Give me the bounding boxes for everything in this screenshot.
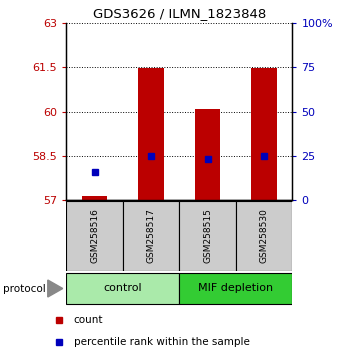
Bar [66,201,123,271]
Bar [180,273,292,304]
Text: GSM258530: GSM258530 [260,208,269,263]
Bar [138,68,164,200]
Polygon shape [48,280,63,297]
Bar [251,68,277,200]
Text: GSM258516: GSM258516 [90,208,99,263]
Bar [66,273,180,304]
Bar [195,109,220,200]
Text: percentile rank within the sample: percentile rank within the sample [73,337,250,347]
Title: GDS3626 / ILMN_1823848: GDS3626 / ILMN_1823848 [93,7,266,21]
Text: protocol: protocol [3,284,46,293]
Bar [123,201,179,271]
Text: control: control [103,283,142,293]
Bar [82,196,107,200]
Bar [180,201,236,271]
Text: GSM258517: GSM258517 [147,208,156,263]
Text: GSM258515: GSM258515 [203,208,212,263]
Text: count: count [73,315,103,325]
Text: MIF depletion: MIF depletion [198,283,273,293]
Bar [236,201,292,271]
